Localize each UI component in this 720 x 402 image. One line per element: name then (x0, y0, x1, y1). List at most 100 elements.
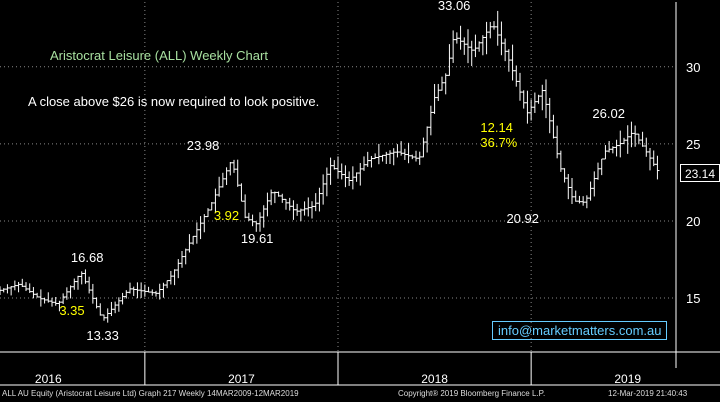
bar-98 (362, 156, 366, 171)
gridlines: 15 20 25 30 (0, 60, 700, 306)
bar-127 (469, 40, 474, 67)
bar-148 (547, 97, 552, 134)
bar-73 (269, 189, 274, 206)
bar-62 (228, 161, 233, 176)
bar-45 (165, 280, 170, 289)
bar-85 (313, 193, 318, 212)
bar-94 (347, 171, 352, 186)
bar-128 (473, 34, 478, 58)
bar-3 (9, 286, 14, 296)
bar-24 (87, 276, 92, 294)
bar-156 (577, 195, 582, 204)
footer-bar: ALL AU Equity (Aristocrat Leisure Ltd) G… (0, 386, 720, 402)
bar-134 (495, 10, 500, 46)
y-tick-15: 15 (686, 291, 700, 306)
axes: 2016 2017 2018 2019 (0, 2, 720, 386)
bar-165 (610, 146, 615, 154)
bar-130 (480, 35, 485, 56)
bar-50 (183, 248, 188, 265)
bar-96 (354, 172, 359, 182)
bar-131 (484, 21, 489, 55)
bar-65 (239, 183, 244, 202)
annotation-high-23-98: 23.98 (186, 137, 220, 153)
x-tick-2018: 2018 (421, 372, 448, 386)
bar-29 (105, 308, 110, 323)
bar-153 (566, 174, 571, 200)
bar-27 (98, 303, 103, 316)
bar-145 (536, 94, 541, 104)
bar-136 (503, 38, 508, 62)
bar-66 (243, 194, 248, 219)
bar-34 (124, 290, 129, 299)
bar-31 (113, 301, 118, 314)
bar-21 (76, 275, 80, 290)
bar-116 (428, 105, 433, 136)
bar-144 (532, 92, 537, 113)
bar-92 (339, 163, 344, 180)
bar-80 (295, 203, 300, 216)
bar-133 (492, 21, 496, 30)
bar-162 (599, 158, 604, 176)
bar-138 (510, 44, 515, 81)
bar-163 (603, 145, 608, 160)
bar-56 (206, 208, 210, 218)
bar-79 (291, 200, 296, 220)
bar-63 (232, 159, 236, 173)
bar-6 (20, 278, 25, 287)
bar-18 (64, 287, 69, 300)
bar-37 (135, 282, 140, 299)
bar-159 (588, 181, 593, 201)
bar-176 (651, 150, 656, 167)
bar-68 (250, 214, 255, 227)
bar-60 (220, 172, 225, 188)
bar-151 (558, 150, 563, 172)
bar-107 (395, 144, 400, 158)
chart-subtitle: A close above $26 is now required to loo… (28, 94, 320, 109)
bar-36 (131, 286, 136, 296)
bar-16 (57, 300, 62, 312)
bar-4 (12, 280, 17, 291)
annotation-low-13-33: 13.33 (86, 327, 119, 343)
bar-26 (94, 297, 99, 309)
bar-12 (42, 297, 47, 304)
bar-171 (633, 125, 638, 147)
bar-83 (306, 197, 311, 217)
bar-58 (213, 188, 218, 213)
email-link[interactable]: info@marketmatters.com.au (492, 321, 668, 340)
bar-77 (284, 198, 288, 210)
bar-115 (425, 126, 430, 153)
footer-left: ALL AU Equity (Aristocrat Leisure Ltd) G… (2, 389, 299, 398)
bar-57 (209, 202, 214, 211)
bar-20 (72, 278, 77, 290)
bar-25 (90, 283, 95, 304)
x-tick-2016: 2016 (35, 372, 62, 386)
chart-title: Aristocrat Leisure (ALL) Weekly Chart (50, 48, 268, 63)
bar-51 (187, 234, 192, 253)
bar-46 (168, 270, 173, 285)
bar-2 (5, 284, 10, 294)
bar-160 (592, 171, 597, 197)
bar-105 (388, 150, 392, 165)
bar-22 (79, 271, 84, 285)
bar-10 (35, 292, 40, 298)
bar-147 (544, 79, 548, 119)
bar-91 (336, 156, 340, 179)
bar-173 (640, 131, 645, 147)
bar-103 (380, 154, 385, 162)
bar-7 (24, 282, 28, 291)
annotation-high-16-68: 16.68 (70, 250, 104, 266)
bar-102 (376, 143, 381, 165)
bar-140 (518, 72, 522, 101)
bar-177 (655, 155, 660, 180)
bar-41 (150, 289, 155, 296)
bar-17 (61, 293, 66, 305)
last-price-tag: 23.14 (680, 163, 720, 182)
bar-14 (50, 297, 54, 307)
bar-82 (302, 201, 307, 216)
bar-143 (529, 99, 534, 121)
bar-175 (648, 148, 652, 171)
bar-48 (176, 259, 181, 279)
bar-69 (254, 221, 259, 232)
bar-72 (265, 192, 270, 217)
bar-122 (451, 30, 456, 63)
